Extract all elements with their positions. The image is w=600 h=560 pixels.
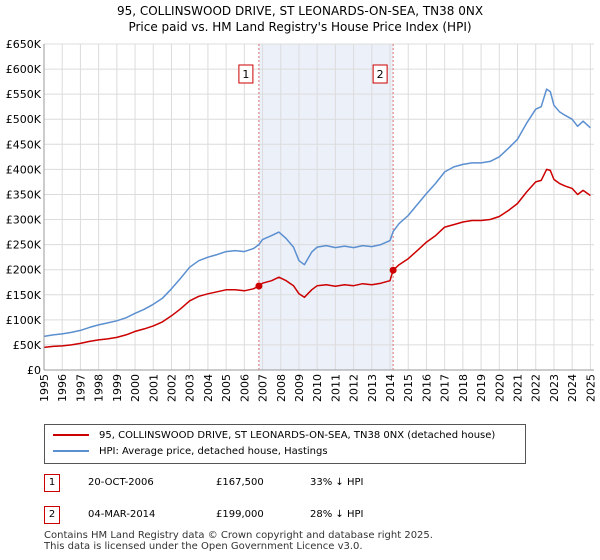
sale-point [255, 282, 263, 290]
y-tick-label: £50K [13, 339, 42, 352]
chart-subtitle: Price paid vs. HM Land Registry's House … [128, 20, 472, 34]
shaded-period [258, 44, 394, 370]
x-tick-label: 2011 [329, 374, 342, 402]
x-tick-label: 1998 [93, 374, 106, 402]
x-tick-label: 2000 [129, 374, 142, 402]
legend-swatch-hpi [53, 450, 89, 452]
x-tick-label: 2015 [402, 374, 415, 402]
y-tick-label: £150K [6, 289, 42, 302]
sale-marker-box [238, 64, 254, 84]
y-tick-label: £400K [6, 163, 42, 176]
x-tick-label: 2016 [420, 374, 433, 402]
x-tick-label: 2018 [457, 374, 470, 402]
x-tick-label: 2022 [530, 374, 543, 402]
series-line-hpi [43, 88, 591, 338]
transaction-hpi-delta: 28% ↓ HPI [310, 509, 364, 520]
transaction-price: £199,000 [216, 509, 264, 520]
x-tick-label: 2005 [220, 374, 233, 402]
chart-title: 95, COLLINSWOOD DRIVE, ST LEONARDS-ON-SE… [116, 4, 484, 18]
y-tick-label: £300K [6, 214, 42, 227]
footer-copyright: Contains HM Land Registry data © Crown c… [44, 530, 433, 541]
x-tick-label: 2003 [184, 374, 197, 402]
footer-licence: This data is licensed under the Open Gov… [44, 541, 363, 552]
x-tick-label: 2020 [493, 374, 506, 402]
x-tick-label: 2002 [165, 374, 178, 402]
transaction-date: 04-MAR-2014 [88, 509, 156, 520]
y-tick-label: £450K [6, 138, 42, 151]
transaction-marker: 1 [44, 474, 60, 492]
y-tick-label: £500K [6, 113, 42, 126]
y-tick-label: £250K [6, 239, 42, 252]
y-tick-label: £550K [6, 88, 42, 101]
x-tick-label: 2014 [384, 374, 397, 402]
y-tick-label: £650K [6, 38, 42, 51]
sale-marker-label: 2 [377, 68, 384, 81]
legend-item-hpi: HPI: Average price, detached house, Hast… [53, 444, 328, 460]
y-tick-label: £600K [6, 63, 42, 76]
x-tick-label: 2009 [293, 374, 306, 402]
x-tick-label: 2008 [275, 374, 288, 402]
chart-legend: 95, COLLINSWOOD DRIVE, ST LEONARDS-ON-SE… [44, 424, 526, 464]
x-tick-label: 2013 [366, 374, 379, 402]
transaction-row: 2 04-MAR-2014 £199,000 28% ↓ HPI [44, 506, 444, 524]
y-tick-label: £200K [6, 264, 42, 277]
legend-label-hpi: HPI: Average price, detached house, Hast… [99, 446, 328, 457]
sale-marker-label: 1 [242, 68, 249, 81]
x-tick-label: 1999 [111, 374, 124, 402]
x-tick-label: 2010 [311, 374, 324, 402]
legend-item-property: 95, COLLINSWOOD DRIVE, ST LEONARDS-ON-SE… [53, 428, 495, 444]
series-line-property [43, 168, 591, 349]
sale-marker-box [372, 64, 388, 84]
x-tick-label: 2001 [147, 374, 160, 402]
x-tick-label: 1995 [38, 374, 51, 402]
x-tick-label: 2023 [548, 374, 561, 402]
x-tick-label: 1997 [74, 374, 87, 402]
footer: Contains HM Land Registry data © Crown c… [44, 530, 433, 552]
transaction-row: 1 20-OCT-2006 £167,500 33% ↓ HPI [44, 474, 444, 492]
x-tick-label: 2017 [439, 374, 452, 402]
x-tick-label: 2019 [475, 374, 488, 402]
y-tick-label: £100K [6, 314, 42, 327]
x-tick-label: 2006 [238, 374, 251, 402]
transaction-date: 20-OCT-2006 [88, 477, 154, 488]
x-tick-label: 1996 [56, 374, 69, 402]
transaction-marker: 2 [44, 506, 60, 524]
price-chart: £0 £50K £100K £150K £200K £250K £300K £350K £400… [6, 38, 598, 402]
x-tick-label: 2024 [566, 374, 579, 402]
x-tick-label: 2025 [584, 374, 597, 402]
legend-label-property: 95, COLLINSWOOD DRIVE, ST LEONARDS-ON-SE… [99, 430, 496, 441]
legend-swatch-property [53, 434, 89, 436]
y-tick-label: £0 [27, 364, 41, 377]
y-tick-label: £350K [6, 188, 42, 201]
x-tick-label: 2007 [257, 374, 270, 402]
transaction-price: £167,500 [216, 477, 264, 488]
transaction-hpi-delta: 33% ↓ HPI [310, 477, 364, 488]
x-tick-label: 2004 [202, 374, 215, 402]
chart-title-block: 95, COLLINSWOOD DRIVE, ST LEONARDS-ON-SE… [0, 3, 600, 35]
x-tick-label: 2012 [348, 374, 361, 402]
x-tick-label: 2021 [512, 374, 525, 402]
sale-point [389, 266, 397, 274]
